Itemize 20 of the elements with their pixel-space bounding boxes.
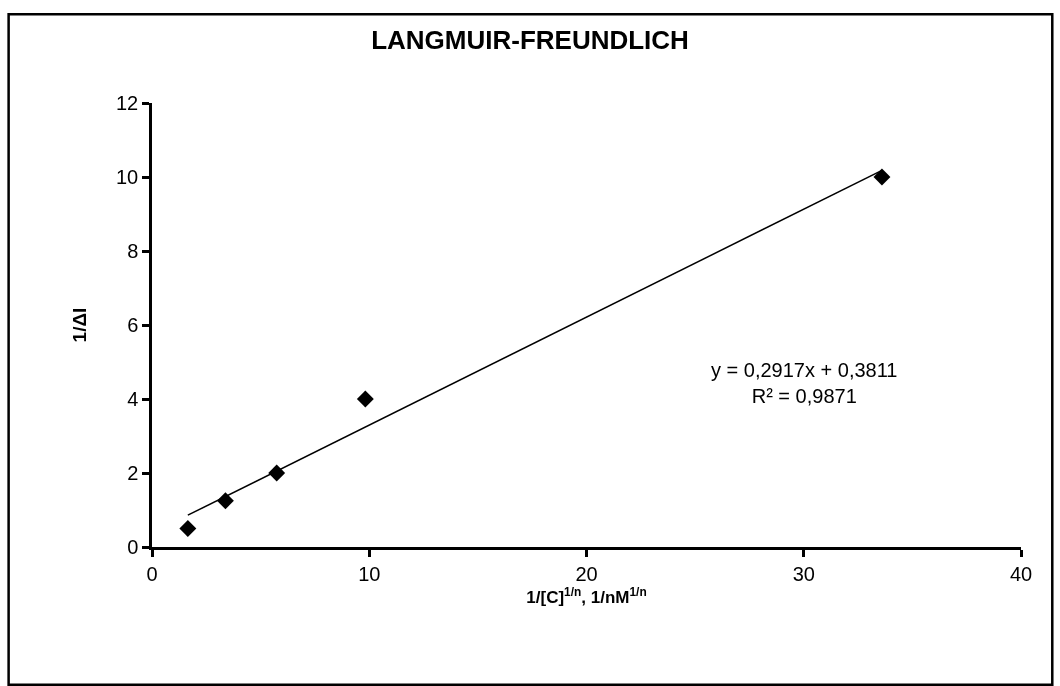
y-tick-label: 4	[127, 388, 139, 410]
y-tick-label: 8	[127, 240, 139, 262]
y-tick-label: 6	[127, 314, 139, 336]
x-tick-label: 20	[575, 562, 598, 585]
x-tick-label: 40	[1009, 562, 1033, 585]
y-axis-title: 1/ΔI	[68, 307, 90, 343]
y-tick-label: 2	[127, 462, 139, 484]
x-tick-label: 10	[358, 562, 381, 585]
x-axis-title: 1/[C]$^{1/n}$, 1/nM$^{1/n}$	[526, 585, 647, 608]
x-tick-label: 30	[792, 562, 815, 585]
y-tick-label: 12	[116, 92, 139, 114]
point	[873, 168, 891, 186]
point	[179, 520, 197, 537]
point	[216, 492, 234, 510]
point	[356, 390, 374, 408]
annotation: y = 0,2917x + 0,3811 R² = 0,9871	[711, 359, 898, 407]
chart-title: LANGMUIR-FREUNDLICH	[371, 25, 689, 56]
x-tick-label: 0	[146, 562, 158, 585]
y-tick-label: 10	[116, 166, 139, 188]
y-tick-label: 0	[127, 536, 139, 558]
